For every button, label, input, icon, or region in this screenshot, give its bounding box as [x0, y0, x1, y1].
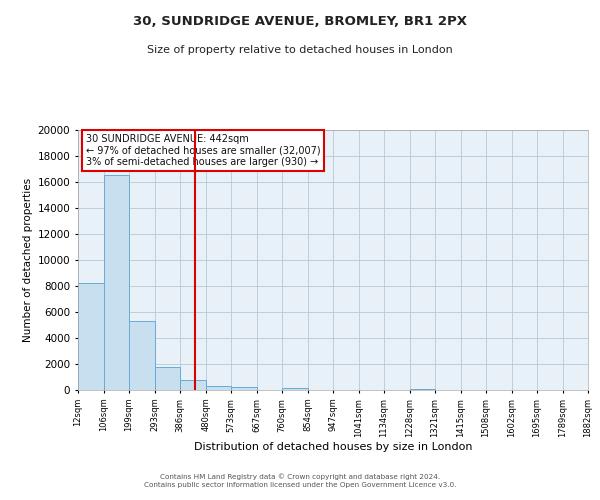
Text: 30 SUNDRIDGE AVENUE: 442sqm
← 97% of detached houses are smaller (32,007)
3% of : 30 SUNDRIDGE AVENUE: 442sqm ← 97% of det…: [86, 134, 320, 167]
Bar: [78, 284, 104, 390]
Bar: [155, 366, 180, 390]
Bar: [104, 176, 129, 390]
Text: 30, SUNDRIDGE AVENUE, BROMLEY, BR1 2PX: 30, SUNDRIDGE AVENUE, BROMLEY, BR1 2PX: [133, 15, 467, 28]
Text: Contains HM Land Registry data © Crown copyright and database right 2024.
Contai: Contains HM Land Registry data © Crown c…: [144, 474, 456, 488]
Text: Size of property relative to detached houses in London: Size of property relative to detached ho…: [147, 45, 453, 55]
Bar: [282, 388, 308, 390]
Y-axis label: Number of detached properties: Number of detached properties: [23, 178, 34, 342]
Bar: [231, 388, 257, 390]
Bar: [206, 386, 231, 390]
X-axis label: Distribution of detached houses by size in London: Distribution of detached houses by size …: [194, 442, 472, 452]
Bar: [180, 380, 206, 390]
Bar: [129, 321, 155, 390]
